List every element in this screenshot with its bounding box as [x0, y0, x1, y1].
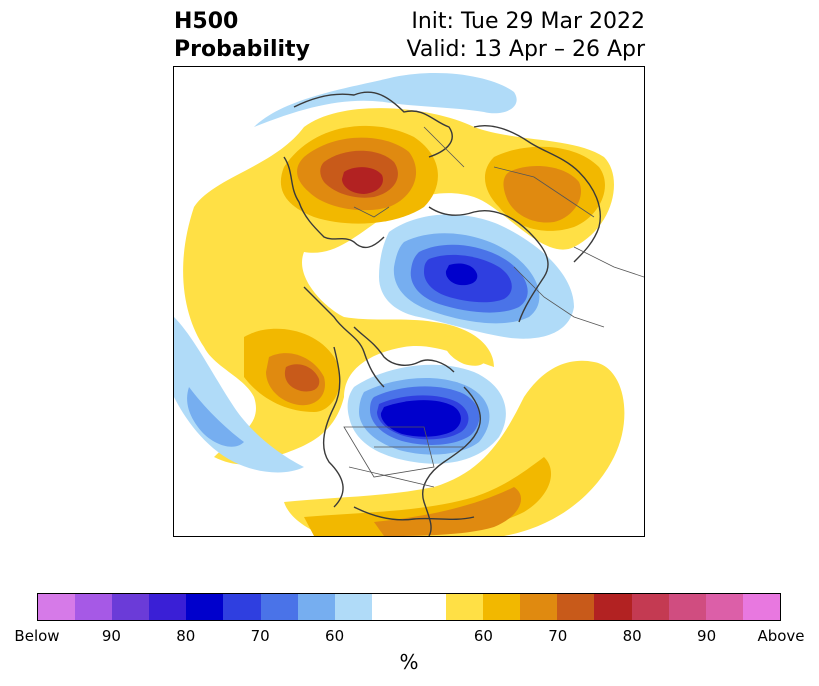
anomaly-above-90-europe [342, 167, 383, 194]
political-borders [343, 126, 644, 488]
colorbar-tick-label: 70 [250, 627, 270, 645]
colorbar-segment [223, 594, 261, 620]
colorbar-segment [75, 594, 113, 620]
colorbar-tick-label: 70 [548, 627, 568, 645]
colorbar [37, 593, 781, 621]
colorbar-segment [297, 594, 335, 620]
polar-map [173, 66, 645, 537]
colorbar-segment [631, 594, 669, 620]
colorbar-segment [408, 594, 447, 620]
anomaly-below-50-arctic [254, 72, 517, 127]
colorbar-tick-label: Above [757, 627, 805, 645]
colorbar-segment [520, 594, 558, 620]
anomaly-above-70-south [374, 487, 522, 536]
map-title: H500 Probability [174, 8, 310, 64]
colorbar-tick-label: 80 [176, 627, 196, 645]
anomaly-above-50-small [443, 335, 486, 366]
colorbar-segment [38, 594, 76, 620]
anomaly-below-90-na [380, 400, 461, 437]
anomaly-above-70-asia [503, 166, 582, 223]
colorbar-tick-label: Below [14, 627, 60, 645]
colorbar-segment [112, 594, 150, 620]
colorbar-segment [742, 594, 780, 620]
init-date: Init: Tue 29 Mar 2022 [411, 9, 645, 34]
colorbar-segment [149, 594, 187, 620]
colorbar-segment [334, 594, 372, 620]
colorbar-segment [668, 594, 706, 620]
title-quantity: Probability [174, 37, 310, 62]
colorbar-segment [186, 594, 224, 620]
title-variable: H500 [174, 9, 239, 34]
colorbar-segment [557, 594, 595, 620]
colorbar-segment [705, 594, 743, 620]
anomaly-below-60-pacific [187, 387, 244, 447]
anomaly-above-80-west [284, 364, 320, 392]
map-dates: Init: Tue 29 Mar 2022 Valid: 13 Apr – 26… [407, 8, 646, 64]
anomaly-below-90-siberia [445, 263, 478, 286]
colorbar-segment [483, 594, 521, 620]
colorbar-segment [371, 594, 409, 620]
valid-range: Valid: 13 Apr – 26 Apr [406, 37, 646, 62]
colorbar-tick-label: 60 [325, 627, 345, 645]
colorbar-unit-label: % [399, 650, 419, 674]
colorbar-tick-label: 90 [101, 627, 121, 645]
colorbar-segment [260, 594, 298, 620]
colorbar-segment [594, 594, 632, 620]
colorbar-tick-label: 60 [473, 627, 493, 645]
colorbar-tick-label: 90 [697, 627, 717, 645]
colorbar-segment [446, 594, 484, 620]
colorbar-tick-label: 80 [622, 627, 642, 645]
probability-field [174, 72, 644, 536]
